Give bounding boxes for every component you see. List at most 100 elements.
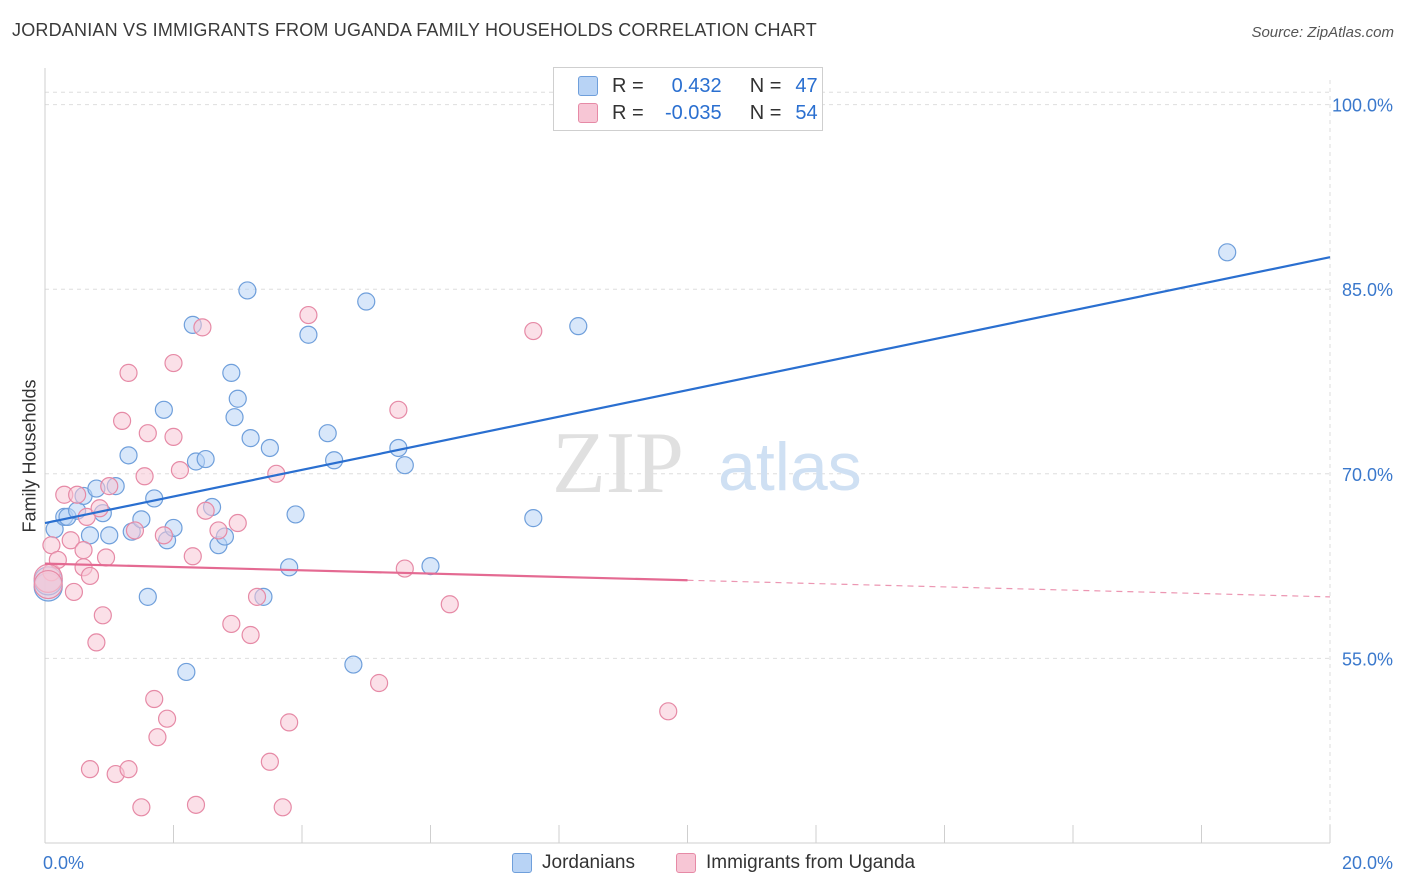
- legend-n-label: N =: [749, 74, 782, 97]
- uganda-point: [96, 548, 116, 567]
- watermark: ZIP atlas: [552, 415, 862, 512]
- watermark-atlas: atlas: [718, 429, 862, 505]
- data-points: [33, 243, 1237, 817]
- legend-r-label: R =: [612, 101, 644, 124]
- jordanian-point: [154, 400, 173, 419]
- jordanian-point: [177, 662, 196, 682]
- legend-row-jordanians: R = 0.432 N = 47: [578, 74, 818, 98]
- uganda-point: [164, 427, 183, 446]
- jordanian-trend-line: [44, 256, 1331, 525]
- uganda-trend-line: [44, 562, 688, 582]
- jordanian-point: [286, 505, 305, 524]
- legend-r-label: R =: [612, 74, 644, 97]
- uganda-point: [87, 633, 106, 652]
- jordanian-point: [119, 446, 138, 465]
- legend-row-uganda: R = -0.035 N = 54: [578, 101, 818, 125]
- jordanian-point: [524, 509, 543, 528]
- tick-labels: 55.0% 70.0% 85.0% 100.0% 0.0% 20.0%: [43, 96, 1393, 873]
- uganda-point: [119, 760, 138, 779]
- uganda-point: [524, 321, 543, 341]
- uganda-point: [440, 595, 459, 614]
- uganda-point: [659, 702, 678, 721]
- legend-swatch-pink: [578, 103, 598, 123]
- bottom-legend-label: Jordanians: [542, 852, 635, 873]
- jordanian-point: [344, 655, 363, 674]
- uganda-point: [80, 566, 100, 586]
- uganda-point: [90, 499, 109, 518]
- jordanian-point: [395, 456, 414, 475]
- chart-title: JORDANIAN VS IMMIGRANTS FROM UGANDA FAMI…: [12, 20, 817, 40]
- correlation-legend: R = 0.432 N = 47 R = -0.035 N = 54: [553, 67, 823, 131]
- bottom-legend-uganda: Immigrants from Uganda: [676, 852, 915, 874]
- uganda-point: [33, 569, 63, 600]
- uganda-point: [135, 467, 154, 486]
- uganda-point: [125, 521, 145, 540]
- uganda-point: [280, 713, 299, 732]
- jordanian-point: [421, 557, 440, 576]
- uganda-point: [273, 798, 292, 817]
- jordanian-point: [1218, 243, 1237, 262]
- uganda-point: [112, 411, 132, 430]
- uganda-point: [170, 461, 190, 480]
- uganda-point: [260, 752, 279, 771]
- jordanian-point: [241, 429, 260, 448]
- jordanian-point: [100, 526, 119, 545]
- bottom-legend-jordanians: Jordanians: [512, 852, 635, 874]
- trend-lines: [44, 256, 1331, 598]
- uganda-point: [74, 541, 93, 560]
- uganda-point: [186, 795, 206, 814]
- uganda-point: [241, 625, 260, 645]
- y-tick-label: 55.0%: [1342, 649, 1393, 669]
- uganda-point: [64, 582, 84, 602]
- uganda-point: [119, 363, 138, 382]
- jordanian-point: [225, 408, 244, 427]
- legend-n-label: N =: [749, 101, 782, 124]
- uganda-point: [145, 689, 164, 709]
- uganda-point: [193, 318, 212, 337]
- uganda-point: [132, 798, 151, 817]
- legend-n-value: 54: [795, 101, 818, 124]
- uganda-point: [138, 424, 157, 443]
- jordanian-point: [325, 451, 344, 470]
- uganda-point: [93, 606, 112, 625]
- y-tick-label: 85.0%: [1342, 280, 1393, 300]
- y-tick-label: 70.0%: [1342, 465, 1393, 485]
- legend-r-value: -0.035: [664, 101, 722, 124]
- jordanian-point: [357, 292, 376, 311]
- x-tick-label: 0.0%: [43, 853, 84, 873]
- uganda-point: [154, 526, 173, 545]
- uganda-point: [68, 485, 87, 504]
- uganda-point: [247, 587, 267, 606]
- uganda-trend-line-dashed: [687, 579, 1331, 598]
- jordanian-point: [238, 281, 257, 300]
- uganda-point: [196, 501, 215, 520]
- bottom-legend-label: Immigrants from Uganda: [706, 852, 916, 873]
- watermark-zip: ZIP: [552, 415, 684, 512]
- uganda-point: [299, 305, 318, 325]
- jordanian-point: [228, 389, 247, 408]
- uganda-point: [157, 709, 177, 728]
- jordanian-point: [280, 558, 299, 577]
- jordanian-point: [569, 317, 588, 336]
- legend-n-value: 47: [795, 74, 818, 97]
- uganda-point: [164, 353, 183, 373]
- uganda-point: [209, 521, 228, 540]
- jordanian-point: [299, 325, 318, 344]
- uganda-point: [80, 760, 100, 779]
- jordanian-point: [196, 449, 215, 469]
- y-tick-label: 100.0%: [1332, 96, 1393, 116]
- uganda-point: [370, 673, 389, 693]
- uganda-point: [100, 477, 119, 496]
- jordanian-point: [318, 424, 337, 443]
- source-label: Source: ZipAtlas.com: [1251, 24, 1394, 41]
- jordanian-point: [222, 363, 241, 382]
- uganda-point: [148, 728, 167, 747]
- uganda-point: [61, 531, 80, 550]
- legend-r-value: 0.432: [671, 74, 722, 97]
- grid-lines: [45, 80, 1331, 843]
- uganda-point: [222, 614, 241, 634]
- uganda-point: [395, 559, 414, 578]
- jordanian-point: [138, 587, 157, 606]
- uganda-point: [389, 400, 408, 419]
